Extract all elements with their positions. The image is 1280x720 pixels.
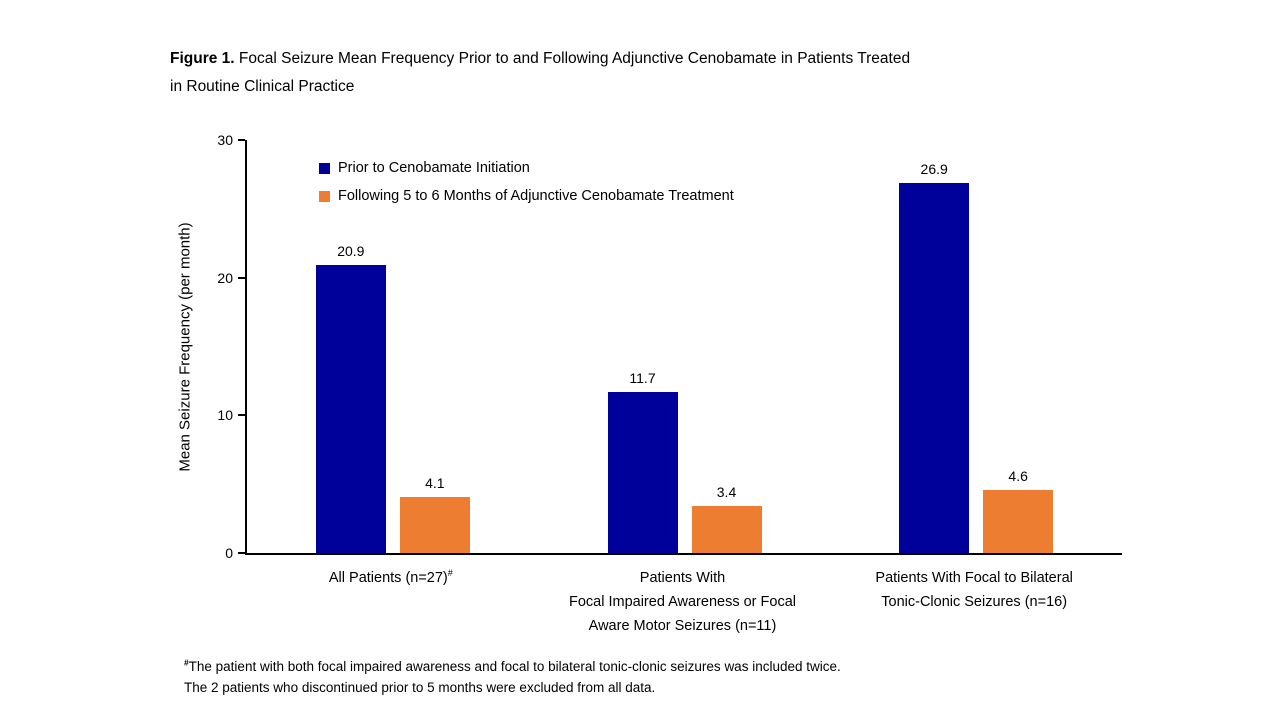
figure-title-text: Focal Seizure Mean Frequency Prior to an… [238, 50, 911, 67]
bar-value-label: 4.1 [425, 474, 445, 491]
bar-value-label: 26.9 [920, 160, 948, 177]
y-tick-label: 0 [225, 545, 233, 561]
category-footnote-marker: # [447, 568, 453, 579]
bar-following-cat2 [691, 506, 762, 553]
figure-number: Figure 1. [170, 50, 235, 67]
x-category-label-line: Aware Motor Seizures (n=11) [588, 618, 777, 634]
legend-item-prior: Prior to Cenobamate Initiation [319, 160, 734, 176]
legend-swatch-icon [319, 190, 330, 202]
y-axis-tick [238, 139, 245, 141]
footnote-marker: # [184, 657, 189, 668]
plot-area: 0 10 20 30 20.9 11.7 26.9 4.1 3.4 4.6 [217, 132, 1122, 561]
y-axis-tick [238, 276, 245, 279]
bar-value-label: 11.7 [629, 369, 656, 386]
bar-value-label: 4.6 [1008, 467, 1028, 484]
y-tick-label: 30 [217, 132, 233, 148]
bar-value-label: 20.9 [337, 243, 365, 260]
legend-label: Following 5 to 6 Months of Adjunctive Ce… [338, 188, 734, 204]
bar-prior-cat1 [315, 265, 386, 553]
x-category-label-3: Patients With Focal to Bilateral Tonic-Cl… [809, 566, 1139, 614]
legend: Prior to Cenobamate Initiation Following … [319, 160, 734, 204]
y-axis-tick [238, 414, 245, 417]
y-tick-label: 20 [217, 269, 233, 286]
footnote: #The patient with both focal impaired aw… [184, 656, 841, 698]
x-category-label-line: Tonic-Clonic Seizures (n=16) [881, 594, 1068, 610]
x-category-label-1: All Patients (n=27)# [226, 566, 556, 590]
x-category-label-line: All Patients (n=27)# [328, 568, 453, 586]
x-category-label-line: Patients With Focal to Bilateral [875, 570, 1073, 586]
x-category-label-line: Focal Impaired Awareness or Focal [568, 594, 796, 610]
footnote-line2: The 2 patients who discontinued prior to… [184, 680, 656, 695]
bar-value-label: 3.4 [716, 484, 737, 501]
bar-following-cat3 [983, 489, 1054, 553]
bar-following-cat1 [399, 496, 470, 553]
y-axis-title: Mean Seizure Frequency (per month) [176, 222, 194, 472]
bar-prior-cat3 [899, 182, 970, 553]
bar-prior-cat2 [607, 391, 678, 553]
figure-title-line2: in Routine Clinical Practice [170, 78, 355, 95]
y-axis-tick [238, 552, 245, 554]
x-category-label-2: Patients With Focal Impaired Awareness or… [518, 566, 848, 638]
legend-item-following: Following 5 to 6 Months of Adjunctive Ce… [319, 188, 734, 204]
figure-title: Figure 1. Focal Seizure Mean Frequency P… [170, 45, 1120, 101]
footnote-line1: #The patient with both focal impaired aw… [184, 656, 841, 677]
x-category-label-line: Patients With [639, 570, 726, 586]
footnote-line1-text: The patient with both focal impaired awa… [188, 659, 841, 674]
legend-swatch-icon [319, 162, 330, 174]
legend-label: Prior to Cenobamate Initiation [338, 160, 530, 176]
figure-title-line1: Figure 1. Focal Seizure Mean Frequency P… [170, 45, 1120, 73]
y-tick-label: 10 [217, 407, 233, 424]
